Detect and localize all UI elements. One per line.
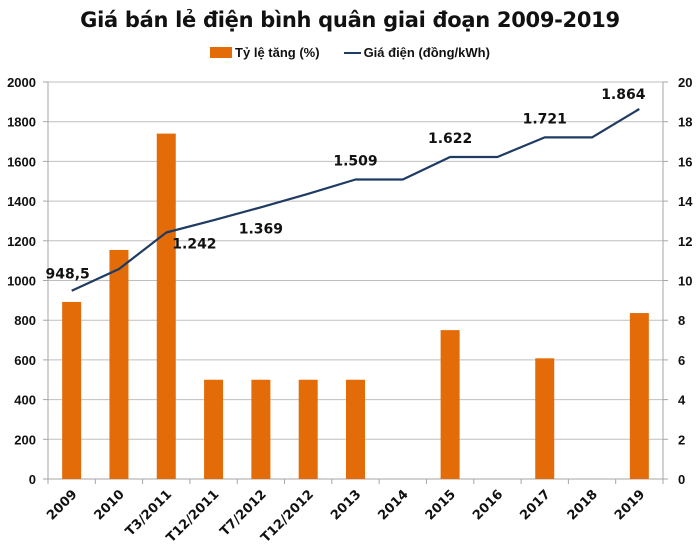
y-right-tick-label: 10 xyxy=(678,274,692,289)
bar xyxy=(156,133,176,480)
data-label: 1.622 xyxy=(428,131,472,147)
y-right-tick-label: 18 xyxy=(678,115,692,130)
y-left-ticks: 0 200 400 600 800 1000 1200 1400 1600 1800 2000 xyxy=(7,75,36,487)
x-tick-label: 2018 xyxy=(565,487,601,523)
data-label: 1.721 xyxy=(523,111,567,127)
bar xyxy=(629,313,649,479)
gridlines xyxy=(48,81,663,440)
legend-label-line: Giá điện (đồng/kWh) xyxy=(363,45,490,60)
y-left-tick-label: 1200 xyxy=(7,234,36,249)
legend-swatch-line xyxy=(343,51,361,54)
y-right-tick-label: 20 xyxy=(678,75,692,90)
x-tick-label: 2014 xyxy=(375,487,411,523)
y-right-tick-label: 4 xyxy=(678,393,686,408)
x-tick-label: 2016 xyxy=(470,487,506,523)
y-right-tick-label: 0 xyxy=(678,472,685,487)
bar xyxy=(346,379,365,479)
y-right-tick-label: 12 xyxy=(678,234,692,249)
y-right-ticks: 0 2 4 6 8 10 12 14 16 18 20 xyxy=(678,75,693,487)
y-right-tick-label: 2 xyxy=(678,432,685,447)
bar xyxy=(251,379,271,479)
y-left-tick-label: 600 xyxy=(14,353,36,368)
y-right-tick-label: 16 xyxy=(678,154,692,169)
data-labels: 948,5 1.242 1.369 1.509 1.622 1.721 1.864 xyxy=(46,87,646,283)
legend-label-bar: Tỷ lệ tăng (%) xyxy=(235,45,320,60)
y-left-tick-label: 200 xyxy=(14,432,36,447)
bar xyxy=(535,358,555,479)
y-right-tick-label: 8 xyxy=(678,313,685,328)
x-tick-label: 2017 xyxy=(517,487,553,523)
data-label: 1.509 xyxy=(333,153,377,169)
data-label: 1.864 xyxy=(601,87,646,103)
legend-item-line: Giá điện (đồng/kWh) xyxy=(343,45,490,60)
bar xyxy=(62,301,82,479)
y-left-tick-label: 1000 xyxy=(7,274,36,289)
y-right-tick-label: 14 xyxy=(678,194,693,209)
legend: Tỷ lệ tăng (%) Giá điện (đồng/kWh) xyxy=(0,45,700,60)
y-right-tick-label: 6 xyxy=(678,353,685,368)
bar xyxy=(204,379,224,479)
y-left-tick-label: 0 xyxy=(29,472,36,487)
x-tick-label: 2010 xyxy=(92,487,128,523)
x-tick-label: 2019 xyxy=(612,487,648,523)
bar xyxy=(440,330,460,479)
y-left-tick-label: 1400 xyxy=(7,194,36,209)
data-label: 948,5 xyxy=(46,267,90,283)
x-tick-label: 2013 xyxy=(328,487,364,523)
data-label: 1.369 xyxy=(239,221,283,237)
bar xyxy=(298,379,318,479)
y-left-tick-label: 1600 xyxy=(7,154,36,169)
y-left-tick-label: 2000 xyxy=(7,75,36,90)
legend-item-bar: Tỷ lệ tăng (%) xyxy=(210,45,320,60)
bar xyxy=(109,249,129,479)
axes xyxy=(43,81,668,484)
line-series xyxy=(71,108,640,292)
bar-series xyxy=(62,133,649,480)
y-left-tick-label: 400 xyxy=(14,393,36,408)
chart-title: Giá bán lẻ điện bình quân giai đoạn 2009… xyxy=(80,8,620,32)
y-left-tick-label: 800 xyxy=(14,313,36,328)
y-left-tick-label: 1800 xyxy=(7,115,36,130)
x-tick-label: 2009 xyxy=(44,487,80,523)
data-label: 1.242 xyxy=(172,236,216,252)
x-tick-label: 2015 xyxy=(423,487,459,523)
legend-swatch-bar xyxy=(210,47,233,58)
